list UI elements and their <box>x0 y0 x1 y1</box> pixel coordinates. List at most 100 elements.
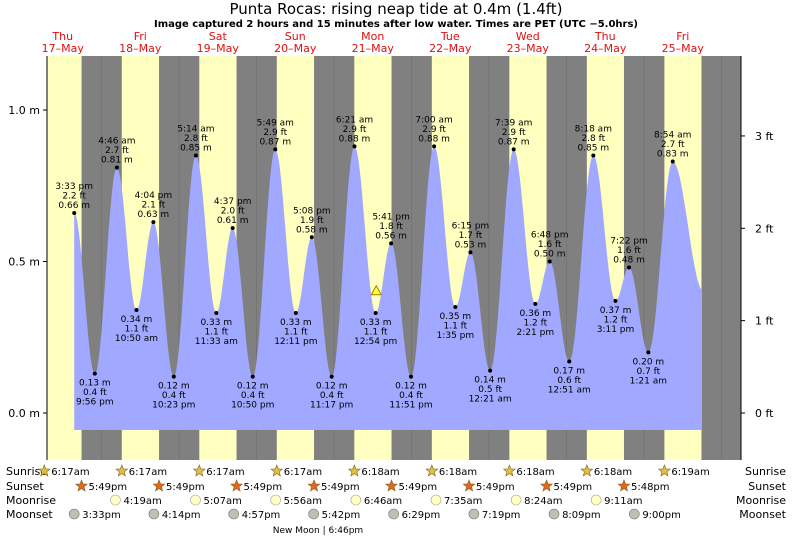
sunset-time: 5:49pm <box>166 482 205 493</box>
low-tide-label: 1.1 ft <box>284 328 308 338</box>
low-tide-label: 0.4 ft <box>83 388 107 398</box>
sunset-icon <box>152 479 166 492</box>
high-tide-label: 0.85 m <box>577 143 609 153</box>
chart-title: Punta Rocas: rising neap tide at 0.4m (1… <box>229 0 562 18</box>
moonset-time: 5:42pm <box>322 510 361 521</box>
high-tide-label: 0.48 m <box>613 256 645 266</box>
sunset-icon <box>75 479 88 492</box>
low-tide-point <box>329 374 334 379</box>
moonrise-time: 9:11am <box>604 496 642 507</box>
day-weekday: Thu <box>51 30 73 43</box>
high-tide-label: 2.9 ft <box>502 128 526 138</box>
moonset-time: 9:00pm <box>642 510 681 521</box>
high-tide-label: 0.56 m <box>375 231 407 241</box>
high-tide-label: 8:54 am <box>654 131 691 141</box>
low-tide-point <box>214 311 219 316</box>
chart-subtitle: Image captured 2 hours and 15 minutes af… <box>154 19 638 30</box>
high-tide-point <box>591 153 596 158</box>
low-tide-label: 1:21 am <box>630 376 667 386</box>
sunset-icon <box>617 479 631 492</box>
low-tide-label: 1.1 ft <box>444 321 468 331</box>
moonset-icon <box>468 508 480 520</box>
low-tide-label: 1.1 ft <box>125 324 149 334</box>
moonrise-time: 6:46am <box>364 496 402 507</box>
high-tide-label: 0.88 m <box>339 134 371 144</box>
low-tide-label: 0.37 m <box>600 306 632 316</box>
high-tide-label: 7:00 am <box>415 115 452 125</box>
high-tide-label: 2.9 ft <box>422 125 446 135</box>
tide-labels: 3:33 pm2.2 ft0.66 m0.13 m0.4 ft9:56 pm4:… <box>55 115 691 410</box>
low-tide-point <box>567 359 572 364</box>
high-tide-label: 2.0 ft <box>221 207 245 217</box>
high-tide-point <box>309 235 314 240</box>
day-date: 18–May <box>119 42 162 55</box>
low-tide-label: 11:51 pm <box>389 401 432 411</box>
low-tide-label: 12:51 am <box>548 385 591 395</box>
low-tide-label: 10:50 pm <box>231 401 274 411</box>
sunset-icon <box>385 479 398 492</box>
high-tide-point <box>352 144 357 149</box>
high-tide-label: 0.88 m <box>418 134 450 144</box>
high-tide-point <box>72 211 77 216</box>
astro-row-label-right: Moonrise <box>736 494 786 507</box>
high-tide-point <box>468 250 473 255</box>
moonset-time: 6:29pm <box>402 510 441 521</box>
moonrise-time: 4:19am <box>123 496 161 507</box>
low-tide-label: 0.6 ft <box>557 376 581 386</box>
low-tide-point <box>92 371 97 376</box>
low-tide-point <box>293 311 298 316</box>
high-tide-label: 4:37 pm <box>214 197 252 207</box>
low-tide-label: 1.1 ft <box>364 328 388 338</box>
y-tick-label-right: 3 ft <box>755 130 774 143</box>
high-tide-point <box>151 220 156 225</box>
low-tide-label: 9:56 pm <box>76 398 114 408</box>
y-tick-label-right: 0 ft <box>755 407 774 420</box>
low-tide-label: 10:50 am <box>115 334 158 344</box>
low-tide-label: 0.34 m <box>121 315 153 325</box>
high-tide-label: 1.9 ft <box>300 216 324 226</box>
high-tide-label: 5:14 am <box>177 124 214 134</box>
sunrise-time: 6:17am <box>129 467 167 478</box>
high-tide-label: 0.83 m <box>657 150 689 160</box>
moonrise-icon <box>430 494 442 506</box>
y-tick-label-left: 0.5 m <box>8 256 40 269</box>
high-tide-point <box>114 165 119 170</box>
moonrise-icon <box>270 494 281 506</box>
high-tide-label: 1.6 ft <box>538 240 562 250</box>
moonset-icon <box>228 508 240 520</box>
low-tide-label: 2:21 pm <box>517 328 555 338</box>
low-tide-label: 11:17 pm <box>310 401 353 411</box>
moon-phase-note: New Moon | 6:46pm <box>273 526 363 536</box>
high-tide-label: 0.58 m <box>296 225 328 235</box>
sunset-icon <box>230 479 243 492</box>
high-tide-label: 0.50 m <box>534 250 566 260</box>
day-date: 22–May <box>429 42 472 55</box>
tide-water-area <box>74 146 702 430</box>
sunrise-time: 6:19am <box>671 467 709 478</box>
high-tide-label: 7:22 pm <box>610 237 648 247</box>
sunrise-time: 6:18am <box>594 467 632 478</box>
low-tide-label: 0.12 m <box>237 382 269 392</box>
sunset-time: 5:49pm <box>244 482 283 493</box>
high-tide-label: 6:15 pm <box>452 221 490 231</box>
high-tide-label: 0.81 m <box>101 156 133 166</box>
high-tide-label: 1.8 ft <box>379 222 403 232</box>
low-tide-label: 0.5 ft <box>478 385 502 395</box>
day-weekday: Tue <box>440 30 460 43</box>
astro-row-label-right: Moonset <box>739 508 786 521</box>
day-date: 24–May <box>584 42 627 55</box>
sunrise-time: 6:18am <box>516 467 554 478</box>
high-tide-label: 5:41 pm <box>372 212 410 222</box>
high-tide-point <box>670 159 675 164</box>
sunrise-time: 6:17am <box>51 467 89 478</box>
astro-row-label: Moonset <box>6 508 53 521</box>
low-tide-label: 0.4 ft <box>241 391 265 401</box>
low-tide-label: 0.33 m <box>200 318 232 328</box>
high-tide-point <box>193 153 198 158</box>
astro-row-label: Moonrise <box>6 494 56 507</box>
high-tide-point <box>273 147 278 152</box>
high-tide-label: 2.9 ft <box>263 128 287 138</box>
moonset-time: 4:57pm <box>242 510 281 521</box>
sunrise-icon <box>115 464 129 477</box>
